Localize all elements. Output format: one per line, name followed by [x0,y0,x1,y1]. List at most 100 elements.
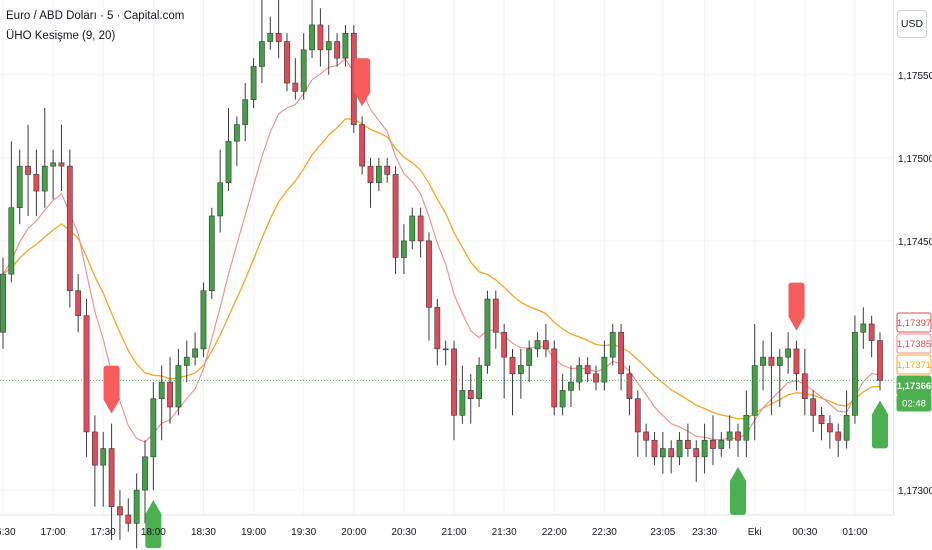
candle-body [843,415,850,441]
candle-body [618,331,624,375]
candle [793,340,800,391]
candle [100,431,107,507]
x-tick-label: 23:30 [692,527,717,538]
candle-body [16,165,23,208]
candle [325,24,332,75]
candle-body [835,431,842,441]
x-tick-label: 18:00 [141,527,166,538]
candle-body [242,99,249,125]
indicator-title[interactable]: ÜHO Kesişme (9, 20) [6,30,116,42]
currency-button[interactable]: USD [897,10,927,38]
candle [217,149,224,233]
candle [367,157,374,208]
candle-body [801,373,808,400]
candle [91,415,98,507]
candle [434,299,441,366]
candle-body [634,398,641,433]
price-label-text: 02:48 [902,399,926,410]
candle [0,257,6,349]
candle-body [601,356,608,383]
candle [676,431,683,466]
candle-body [434,307,441,350]
candle [517,348,524,399]
candle-body [284,41,290,84]
price-axis[interactable]: 1,17300 1,17450 1,17500 1,17550 1,17397 1,173… [896,71,932,497]
candlesticks [0,0,883,549]
x-tick-label: 20:30 [391,527,416,538]
candle-body [743,415,750,441]
candle-body [877,340,883,381]
candle-body [250,66,257,100]
x-tick-label: 17:30 [91,527,116,538]
candle-body [325,41,332,51]
candle-body [175,365,182,408]
candle [117,490,123,540]
candle [718,431,725,457]
candle [551,340,558,416]
candle-body [593,373,599,383]
price-label-box [896,394,932,412]
candle [375,157,382,192]
candle-body [501,331,508,358]
candle-body [58,162,65,167]
candle-body [651,439,658,458]
buy-signal-marker [145,500,162,549]
symbol-title[interactable]: Euro / ABD Doları · 5 · Capital.com [6,10,185,22]
candle-body [676,439,683,458]
candle [584,357,591,383]
candle-body [793,348,800,375]
candle-body [559,390,566,408]
chart-legend: Euro / ABD Doları · 5 · Capital.com ÜHO … [6,6,184,46]
candle-body [100,448,107,466]
candle-body [442,348,449,351]
candle [200,282,207,358]
candle-body [83,315,90,433]
price-label-text: 1,17385 [897,339,931,350]
candle-body [375,165,382,184]
candle-body [167,381,173,408]
candle [384,157,391,183]
candle [175,348,182,416]
candle [275,0,282,59]
sell-signal-marker [788,282,805,331]
candle-body [826,423,833,433]
candle-body [868,323,875,341]
candle-body [117,506,123,516]
candle-body [726,431,733,441]
candle-body [125,514,132,524]
candle [826,415,833,449]
x-tick-label: 19:30 [291,527,316,538]
candle [33,149,40,216]
candle-body [626,373,633,400]
time-axis[interactable]: 16:30 17:00 17:30 18:00 18:30 19:00 19:30 20:00… [0,527,868,538]
candle [743,390,750,457]
price-label-countdown: 02:48 [896,394,932,412]
candle-body [259,41,265,67]
candle [843,390,850,449]
candle-body [75,290,82,316]
candle-body [50,162,57,167]
candle [451,340,457,441]
x-tick-label: 00:30 [792,527,817,538]
x-tick-label: 18:30 [191,527,216,538]
axis-divider [893,0,894,515]
candle-body [609,331,616,358]
price-label-box [896,333,932,354]
candle [233,116,240,167]
candle [417,207,424,258]
candle [409,207,416,250]
candle [8,141,15,283]
candle [242,83,249,142]
x-tick-label: 23:05 [650,527,675,538]
candle-body [860,323,867,333]
candle-body [392,174,399,258]
candle [877,332,883,391]
chart-grid [0,0,893,516]
candle-body [8,207,15,275]
y-tick-label: 1,17500 [898,154,932,165]
candle [526,340,533,383]
candle-body [760,356,766,366]
candle [442,340,449,366]
candle [634,390,641,457]
